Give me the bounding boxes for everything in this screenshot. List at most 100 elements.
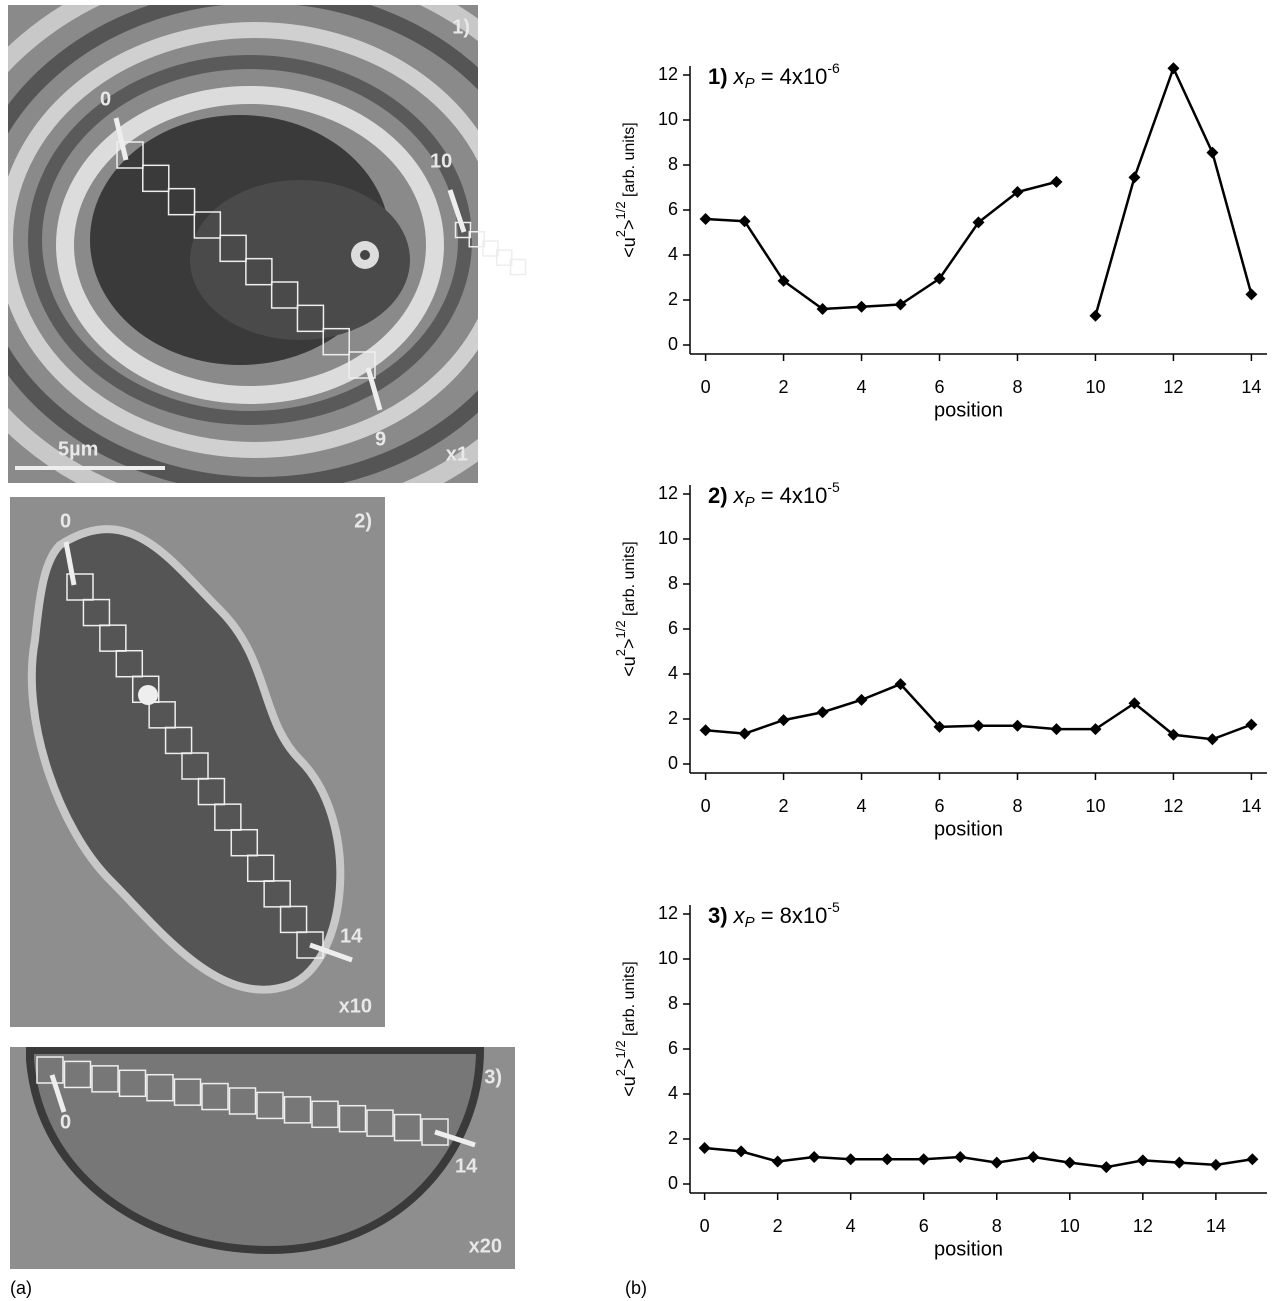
x-tick-label: 0 — [700, 1216, 710, 1236]
marker — [1206, 733, 1219, 746]
marker-label: 14 — [505, 304, 528, 326]
marker — [1050, 723, 1063, 736]
roi-box — [245, 257, 273, 286]
y-axis-label: <u2>1/2 [arb. units] — [613, 541, 638, 677]
x-tick-label: 2 — [779, 796, 789, 816]
image-3: 0 14 3) x20 — [10, 1047, 515, 1269]
x-tick-label: 2 — [773, 1216, 783, 1236]
x-tick-label: 6 — [919, 1216, 929, 1236]
y-tick-label: 10 — [658, 528, 678, 548]
roi-box — [311, 1100, 339, 1129]
image-1: 0 10 9 14 1) x1 5µm — [8, 5, 528, 483]
ylabel-unit: [arb. units] — [621, 122, 638, 201]
marker — [738, 215, 751, 228]
marker — [777, 714, 790, 727]
ylabel-sq: 2 — [613, 649, 628, 656]
roi-box — [454, 221, 472, 239]
roi-box — [296, 931, 324, 959]
roi-box — [338, 1104, 367, 1133]
chart-title: 3) xP = 8x10-5 — [708, 899, 840, 931]
x-tick-label: 0 — [701, 377, 711, 397]
marker — [972, 719, 985, 732]
chart: 0 2 4 6 8 10 12 0 2 4 6 8 10 12 14 position 3) xP = 8x10-… — [613, 899, 1267, 1260]
x-axis-label: position — [934, 399, 1003, 421]
y-tick-label: 12 — [658, 903, 678, 923]
marker — [894, 298, 907, 311]
roi-box — [256, 1091, 284, 1120]
marker — [777, 274, 790, 287]
roi-box — [173, 1078, 202, 1106]
roi-box — [279, 905, 308, 934]
title-text: = 8x10 — [755, 903, 828, 928]
roi-box — [193, 211, 222, 239]
x-tick-label: 4 — [857, 796, 867, 816]
marker — [1011, 186, 1024, 198]
roi-box — [146, 1073, 174, 1102]
roi-box — [201, 1082, 229, 1111]
marker — [1089, 723, 1102, 736]
image-scale: x10 — [339, 995, 372, 1017]
marker — [894, 678, 907, 691]
marker — [881, 1153, 894, 1166]
marker — [1050, 175, 1063, 188]
panel-label: (a) — [10, 1278, 32, 1298]
x-tick-label: 4 — [846, 1216, 856, 1236]
roi-box — [197, 777, 226, 806]
image-label: 3) — [484, 1066, 502, 1088]
roi-box — [164, 726, 193, 755]
marker-label: 0 — [60, 1111, 71, 1133]
marker-label: 14 — [340, 925, 363, 947]
x-tick-label: 4 — [857, 377, 867, 397]
cell — [26, 1047, 485, 1255]
x-axis-label: position — [934, 818, 1003, 840]
roi-box — [393, 1113, 422, 1142]
title-text: = 4x10 — [755, 64, 828, 89]
roi-box — [283, 1096, 312, 1124]
marker — [1206, 146, 1219, 159]
roi-box — [116, 141, 144, 169]
roi-box — [496, 249, 513, 266]
image-label: 1) — [452, 16, 470, 38]
roi-box — [148, 701, 176, 729]
marker — [1100, 1161, 1113, 1174]
marker — [771, 1155, 784, 1168]
ylabel-close: > — [619, 1058, 639, 1069]
x-tick-label: 12 — [1163, 796, 1183, 816]
marker — [1128, 171, 1141, 184]
x-tick-label: 8 — [1012, 796, 1022, 816]
y-tick-label: 10 — [658, 948, 678, 968]
chart: 0 2 4 6 8 10 12 0 2 4 6 8 10 12 14 position 1) xP = 4x10-… — [613, 60, 1267, 421]
marker — [855, 300, 868, 313]
ylabel-sq: 2 — [613, 1069, 628, 1076]
x-tick-label: 8 — [1012, 377, 1022, 397]
ylabel-open: <u — [619, 1076, 639, 1097]
marker — [1136, 1154, 1149, 1167]
marker — [1173, 1156, 1186, 1169]
marker — [1209, 1158, 1222, 1171]
ylabel-close: > — [619, 219, 639, 230]
y-tick-label: 0 — [668, 1173, 678, 1193]
y-tick-label: 6 — [668, 199, 678, 219]
x-tick-label: 10 — [1085, 796, 1105, 816]
roi-box — [270, 281, 299, 309]
image-label: 2) — [354, 510, 372, 532]
title-number: 3) — [708, 903, 728, 928]
title-exp: -6 — [827, 60, 840, 76]
marker — [1128, 697, 1141, 710]
x-tick-label: 14 — [1241, 796, 1261, 816]
marker — [933, 272, 946, 285]
ylabel-unit: [arb. units] — [621, 541, 638, 620]
roi-box — [421, 1118, 449, 1146]
roi-box — [263, 880, 291, 908]
ylabel-sq: 2 — [613, 230, 628, 237]
marker — [1245, 288, 1258, 301]
marker — [1027, 1151, 1040, 1163]
y-tick-label: 6 — [668, 1038, 678, 1058]
image-scale: x1 — [446, 443, 468, 465]
roi-box — [82, 598, 111, 627]
marker — [1167, 728, 1180, 741]
marker — [855, 693, 868, 706]
y-tick-label: 2 — [668, 1128, 678, 1148]
marker — [990, 1156, 1003, 1169]
